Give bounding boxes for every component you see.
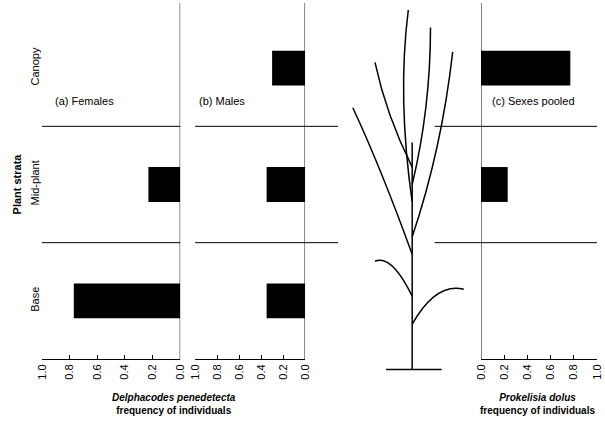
svg-text:0.2: 0.2 <box>146 364 158 379</box>
svg-text:0.6: 0.6 <box>233 364 245 379</box>
svg-text:0.4: 0.4 <box>118 364 130 379</box>
svg-text:Delphacodes penedetectafrequen: Delphacodes penedetectafrequency of indi… <box>112 392 236 416</box>
svg-text:(b) Males: (b) Males <box>199 95 245 107</box>
svg-text:(a) Females: (a) Females <box>55 95 114 107</box>
svg-text:Mid-plant: Mid-plant <box>29 160 41 205</box>
svg-text:0.2: 0.2 <box>498 364 510 379</box>
svg-text:0.0: 0.0 <box>174 364 186 379</box>
svg-text:1.0: 1.0 <box>36 364 48 379</box>
svg-text:0.6: 0.6 <box>544 364 556 379</box>
svg-text:1.0: 1.0 <box>591 364 603 379</box>
svg-text:0.4: 0.4 <box>521 364 533 379</box>
svg-text:0.2: 0.2 <box>277 364 289 379</box>
svg-text:0.0: 0.0 <box>299 364 311 379</box>
svg-text:0.0: 0.0 <box>475 364 487 379</box>
svg-text:Plant strata: Plant strata <box>11 154 23 215</box>
svg-text:Prokelisia dolusfrequency of i: Prokelisia dolusfrequency of individuals <box>480 392 595 416</box>
svg-text:(c) Sexes pooled: (c) Sexes pooled <box>492 95 575 107</box>
svg-text:1.0: 1.0 <box>189 364 201 379</box>
svg-text:Base: Base <box>29 287 41 312</box>
svg-text:0.4: 0.4 <box>255 364 267 379</box>
svg-text:0.8: 0.8 <box>211 364 223 379</box>
svg-text:Canopy: Canopy <box>29 47 41 85</box>
svg-text:0.6: 0.6 <box>91 364 103 379</box>
svg-text:0.8: 0.8 <box>63 364 75 379</box>
svg-text:0.8: 0.8 <box>567 364 579 379</box>
